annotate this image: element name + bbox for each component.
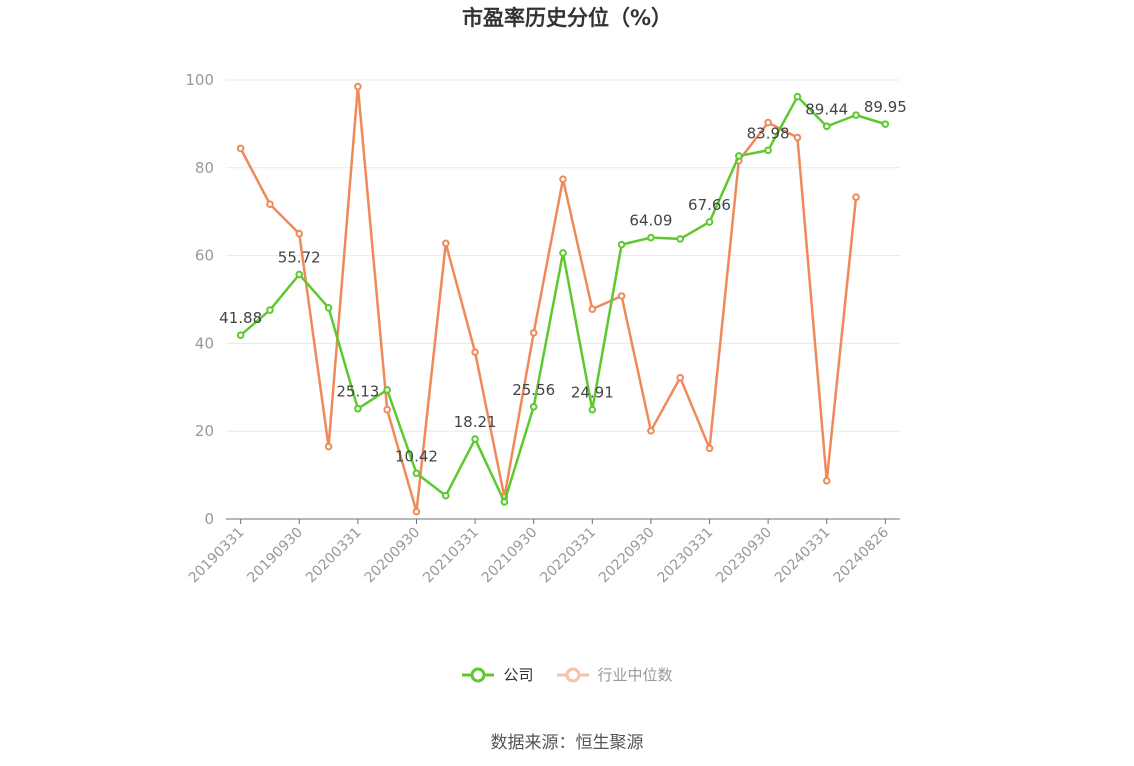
- company-data-label: 25.56: [512, 381, 555, 399]
- company-point: [881, 120, 890, 128]
- x-tick-label: 20230930: [713, 525, 775, 587]
- company-point: [676, 235, 685, 243]
- company-point: [295, 270, 304, 279]
- company-point: [559, 249, 567, 257]
- company-point: [793, 92, 802, 101]
- industry-point: [793, 133, 802, 142]
- company-data-label: 25.13: [336, 383, 379, 401]
- company-data-label: 18.21: [454, 413, 497, 431]
- series-lines: [236, 82, 890, 516]
- company-point: [647, 233, 655, 242]
- company-point: [383, 386, 391, 394]
- data-labels: 41.88 55.72 25.13 10.42 18.21 25.56 24.91 64.09…: [219, 98, 907, 465]
- company-point: [588, 405, 597, 414]
- company-point: [324, 304, 333, 312]
- industry-point: [705, 444, 714, 453]
- industry-point: [383, 405, 391, 414]
- x-tick-label: 20240331: [772, 525, 834, 587]
- x-tick-label: 20230331: [655, 525, 717, 587]
- company-point: [617, 240, 626, 249]
- y-tick-label: 20: [195, 422, 214, 440]
- industry-point: [236, 144, 245, 153]
- x-tick-label: 20190331: [186, 525, 248, 587]
- x-tick-label: 20200930: [362, 525, 424, 587]
- company-point: [764, 146, 772, 155]
- y-tick-label: 0: [204, 510, 214, 528]
- company-data-label: 24.91: [571, 384, 614, 402]
- company-point: [500, 498, 509, 506]
- company-point: [471, 435, 479, 443]
- company-data-label: 89.95: [864, 98, 907, 116]
- company-series-line: [239, 95, 886, 504]
- company-data-label: 64.09: [629, 212, 672, 230]
- chart-title: 市盈率历史分位（%）: [461, 6, 673, 30]
- industry-point: [559, 175, 567, 184]
- legend-company-marker-icon: [462, 667, 495, 682]
- industry-point: [324, 442, 333, 451]
- industry-point: [529, 329, 538, 337]
- x-tick-label: 20240826: [830, 524, 892, 586]
- industry-series-line: [239, 85, 858, 513]
- company-point: [822, 122, 831, 131]
- industry-point: [617, 292, 626, 300]
- company-data-label: 41.88: [219, 309, 262, 327]
- company-data-label: 67.66: [688, 196, 731, 214]
- company-point: [354, 404, 362, 413]
- x-tick-label: 20210331: [420, 525, 482, 587]
- industry-point: [588, 305, 597, 313]
- axes: 0 20 40 60 80 100 2019033120190930202003312020…: [185, 71, 900, 586]
- company-point: [852, 111, 860, 119]
- legend-company-label: 公司: [503, 666, 534, 684]
- industry-point: [471, 348, 479, 356]
- company-point: [236, 331, 245, 339]
- y-tick-label: 100: [185, 71, 214, 89]
- y-tick-label: 40: [195, 334, 214, 352]
- legend-item-industry[interactable]: 行业中位数: [556, 664, 673, 685]
- company-data-label: 89.44: [805, 100, 848, 118]
- company-point: [529, 402, 538, 411]
- industry-point: [676, 373, 685, 382]
- company-point: [266, 306, 274, 314]
- industry-point: [764, 118, 772, 127]
- y-tick-label: 60: [195, 247, 214, 265]
- legend-industry-label: 行业中位数: [597, 666, 673, 684]
- legend: 公司 行业中位数: [0, 664, 1134, 685]
- line-chart: 0 20 40 60 80 100 2019033120190930202003312020…: [185, 71, 907, 586]
- x-tick-label: 20200331: [303, 525, 365, 587]
- x-tick-label: 20220331: [537, 525, 599, 587]
- legend-industry-marker-icon: [556, 667, 589, 682]
- company-point: [412, 469, 421, 478]
- x-tick-label: 20210930: [479, 525, 541, 587]
- company-point: [735, 152, 743, 160]
- company-point: [441, 491, 450, 500]
- x-tick-label: 20220930: [596, 525, 658, 587]
- industry-point: [852, 193, 860, 202]
- company-point: [705, 218, 714, 226]
- company-data-label: 55.72: [278, 248, 321, 266]
- industry-point: [647, 426, 655, 435]
- company-data-label: 83.98: [747, 124, 790, 142]
- source-note: 数据来源：恒生聚源: [490, 733, 644, 753]
- industry-point: [822, 477, 831, 485]
- company-data-label: 10.42: [395, 447, 438, 465]
- industry-point: [354, 82, 362, 91]
- industry-point: [295, 229, 304, 238]
- industry-point: [412, 507, 421, 516]
- y-tick-label: 80: [195, 159, 214, 177]
- industry-point: [441, 239, 450, 248]
- x-tick-label: 20190930: [244, 525, 306, 587]
- legend-item-company[interactable]: 公司: [461, 664, 534, 685]
- industry-point: [266, 200, 274, 209]
